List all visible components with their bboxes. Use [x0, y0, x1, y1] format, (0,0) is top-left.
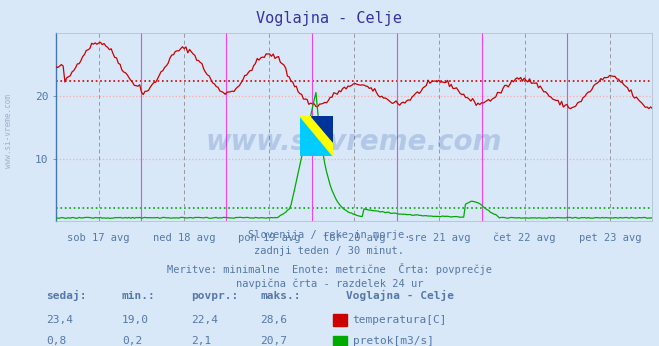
Text: ned 18 avg: ned 18 avg: [153, 233, 215, 243]
Text: pretok[m3/s]: pretok[m3/s]: [353, 336, 434, 346]
Text: Voglajna - Celje: Voglajna - Celje: [346, 290, 454, 301]
Text: 23,4: 23,4: [46, 315, 73, 325]
Text: 20,7: 20,7: [260, 336, 287, 346]
Polygon shape: [300, 116, 333, 156]
Text: Slovenija / reke in morje.: Slovenija / reke in morje.: [248, 230, 411, 240]
Text: 2,1: 2,1: [191, 336, 212, 346]
Text: www.si-vreme.com: www.si-vreme.com: [206, 128, 502, 156]
Text: 28,6: 28,6: [260, 315, 287, 325]
Text: navpična črta - razdelek 24 ur: navpična črta - razdelek 24 ur: [236, 279, 423, 289]
Text: sob 17 avg: sob 17 avg: [67, 233, 130, 243]
Text: zadnji teden / 30 minut.: zadnji teden / 30 minut.: [254, 246, 405, 256]
Text: sedaj:: sedaj:: [46, 290, 86, 301]
Text: 19,0: 19,0: [122, 315, 149, 325]
Text: 22,4: 22,4: [191, 315, 218, 325]
Text: min.:: min.:: [122, 291, 156, 301]
Text: Meritve: minimalne  Enote: metrične  Črta: povprečje: Meritve: minimalne Enote: metrične Črta:…: [167, 263, 492, 275]
Text: temperatura[C]: temperatura[C]: [353, 315, 447, 325]
Text: sre 21 avg: sre 21 avg: [408, 233, 471, 243]
Text: pet 23 avg: pet 23 avg: [579, 233, 641, 243]
Text: 0,2: 0,2: [122, 336, 142, 346]
Text: čet 22 avg: čet 22 avg: [494, 233, 556, 243]
Text: povpr.:: povpr.:: [191, 291, 239, 301]
Text: Voglajna - Celje: Voglajna - Celje: [256, 11, 403, 26]
Text: 0,8: 0,8: [46, 336, 67, 346]
Text: www.si-vreme.com: www.si-vreme.com: [4, 94, 13, 169]
Text: tor 20 avg: tor 20 avg: [323, 233, 386, 243]
Polygon shape: [312, 116, 333, 142]
Text: maks.:: maks.:: [260, 291, 301, 301]
Polygon shape: [300, 116, 333, 156]
Text: pon 19 avg: pon 19 avg: [238, 233, 301, 243]
